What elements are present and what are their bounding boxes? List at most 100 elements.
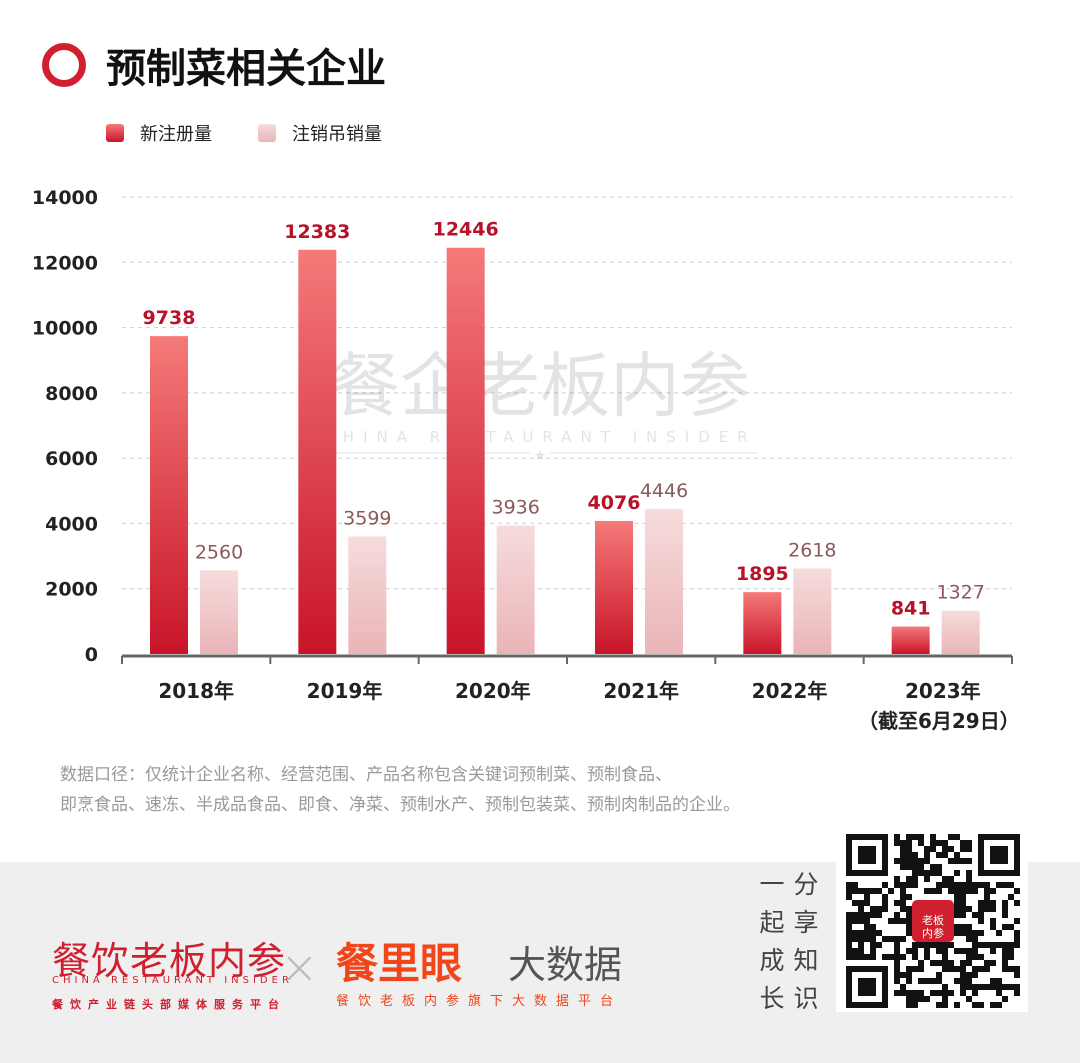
qr-module bbox=[882, 966, 888, 972]
data-note: 数据口径：仅统计企业名称、经营范围、产品名称包含关键词预制菜、预制食品、 即烹食… bbox=[60, 760, 740, 820]
qr-module bbox=[864, 954, 870, 960]
qr-module bbox=[924, 942, 930, 948]
qr-module bbox=[954, 858, 960, 864]
qr-module bbox=[1002, 960, 1008, 966]
data-label-new: 12446 bbox=[433, 219, 499, 241]
qr-module bbox=[870, 834, 876, 840]
qr-module bbox=[972, 948, 978, 954]
qr-module bbox=[918, 942, 924, 948]
qr-module bbox=[864, 930, 870, 936]
qr-module bbox=[930, 978, 936, 984]
qr-module bbox=[942, 846, 948, 852]
qr-module bbox=[870, 948, 876, 954]
qr-module bbox=[1002, 900, 1008, 906]
qr-code[interactable]: 老板 内参 bbox=[836, 826, 1028, 1012]
qr-module bbox=[984, 984, 990, 990]
qr-module bbox=[966, 930, 972, 936]
side-text-col1: 一起成长 bbox=[759, 870, 785, 1013]
qr-module bbox=[924, 858, 930, 864]
qr-module bbox=[1002, 924, 1008, 930]
qr-module bbox=[900, 846, 906, 852]
qr-module bbox=[912, 990, 918, 996]
qr-module bbox=[936, 972, 942, 978]
qr-module bbox=[882, 834, 888, 840]
qr-module bbox=[918, 996, 924, 1002]
qr-module bbox=[858, 846, 864, 852]
brand2-slogan: 餐饮老板内参旗下大数据平台 bbox=[336, 994, 623, 1009]
qr-module bbox=[906, 996, 912, 1002]
qr-logo-text: 内参 bbox=[922, 926, 944, 940]
qr-module bbox=[954, 888, 960, 894]
qr-module bbox=[978, 966, 984, 972]
qr-module bbox=[972, 984, 978, 990]
data-label-new: 9738 bbox=[143, 307, 196, 329]
qr-module bbox=[900, 882, 906, 888]
qr-module bbox=[846, 852, 852, 858]
qr-module bbox=[888, 936, 894, 942]
qr-module bbox=[900, 864, 906, 870]
y-tick-label: 0 bbox=[85, 644, 98, 666]
qr-module bbox=[984, 894, 990, 900]
qr-module bbox=[864, 858, 870, 864]
qr-module bbox=[996, 834, 1002, 840]
qr-module bbox=[1008, 966, 1014, 972]
qr-module bbox=[966, 954, 972, 960]
bar-new bbox=[743, 592, 782, 654]
qr-module bbox=[930, 846, 936, 852]
qr-module bbox=[978, 882, 984, 888]
qr-module bbox=[978, 858, 984, 864]
qr-module bbox=[882, 990, 888, 996]
data-label-cancel: 2560 bbox=[195, 541, 243, 563]
qr-module bbox=[990, 924, 996, 930]
qr-module bbox=[846, 858, 852, 864]
qr-module bbox=[984, 888, 990, 894]
qr-module bbox=[870, 906, 876, 912]
qr-module bbox=[930, 834, 936, 840]
qr-module bbox=[858, 906, 864, 912]
qr-module bbox=[852, 882, 858, 888]
qr-module bbox=[930, 990, 936, 996]
qr-module bbox=[864, 912, 870, 918]
qr-module bbox=[996, 870, 1002, 876]
qr-module bbox=[894, 918, 900, 924]
qr-module bbox=[912, 852, 918, 858]
qr-module bbox=[996, 930, 1002, 936]
qr-module bbox=[1014, 942, 1020, 948]
qr-module bbox=[936, 990, 942, 996]
qr-module bbox=[852, 918, 858, 924]
data-label-cancel: 3936 bbox=[491, 497, 539, 519]
qr-module bbox=[876, 870, 882, 876]
x-tick-label: 2020年 bbox=[455, 679, 531, 703]
qr-module bbox=[1014, 918, 1020, 924]
data-label-cancel: 4446 bbox=[640, 480, 688, 502]
qr-module bbox=[1002, 852, 1008, 858]
qr-module bbox=[966, 858, 972, 864]
qr-module bbox=[870, 1002, 876, 1008]
qr-module bbox=[966, 984, 972, 990]
qr-module bbox=[978, 900, 984, 906]
qr-module bbox=[978, 912, 984, 918]
qr-module bbox=[1002, 966, 1008, 972]
qr-module bbox=[978, 930, 984, 936]
qr-module bbox=[996, 984, 1002, 990]
qr-module bbox=[864, 888, 870, 894]
qr-module bbox=[864, 966, 870, 972]
qr-module bbox=[942, 840, 948, 846]
qr-module bbox=[936, 870, 942, 876]
qr-module bbox=[882, 972, 888, 978]
qr-module bbox=[990, 834, 996, 840]
qr-module bbox=[936, 942, 942, 948]
qr-module bbox=[876, 834, 882, 840]
qr-module bbox=[966, 972, 972, 978]
qr-module bbox=[972, 1002, 978, 1008]
qr-module bbox=[972, 966, 978, 972]
qr-module bbox=[906, 972, 912, 978]
qr-module bbox=[1014, 870, 1020, 876]
qr-module bbox=[852, 948, 858, 954]
qr-module bbox=[960, 990, 966, 996]
qr-module bbox=[912, 942, 918, 948]
qr-module bbox=[936, 1002, 942, 1008]
qr-module bbox=[918, 966, 924, 972]
qr-module bbox=[996, 990, 1002, 996]
qr-module bbox=[990, 948, 996, 954]
